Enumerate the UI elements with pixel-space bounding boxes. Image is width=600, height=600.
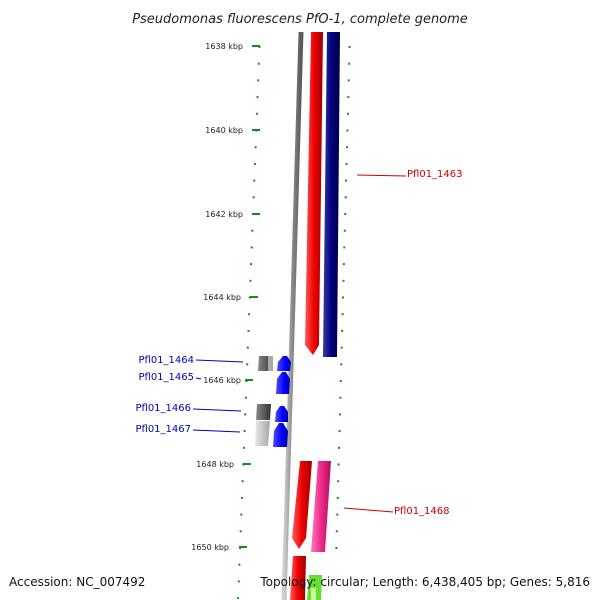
gene-label-pfl01-1465[interactable]: Pfl01_1465 bbox=[138, 372, 194, 383]
tick-dot-left bbox=[241, 480, 244, 483]
tick-dot-right bbox=[341, 329, 344, 332]
gene-label-group: Pfl01_1463 Pfl01_1464 Pfl01_1465 Pfl01_1… bbox=[135, 169, 462, 517]
tick-dot-right bbox=[344, 213, 347, 215]
gene-arrow-pfl01-1465 bbox=[276, 372, 290, 394]
tick-dot-right bbox=[336, 513, 339, 516]
tick-dot-left bbox=[243, 430, 246, 433]
leader-line-pfl01-1466 bbox=[192, 408, 242, 412]
tick-label: 1638 kbp bbox=[205, 42, 243, 51]
leader-line-pfl01-1465 bbox=[195, 377, 202, 380]
tick-dot-left bbox=[251, 229, 254, 232]
gene-arrow-bottom-forward bbox=[290, 556, 306, 600]
tick-dot-left bbox=[237, 597, 240, 600]
tick-label: 1644 kbp bbox=[203, 293, 241, 302]
leader-line-pfl01-1467 bbox=[192, 429, 241, 433]
tick-dot-right bbox=[347, 96, 350, 99]
tick-dot-right bbox=[342, 263, 345, 266]
feature-block-1467 bbox=[255, 421, 270, 446]
tick-dot-left bbox=[244, 396, 247, 399]
tick-dot-left bbox=[253, 162, 256, 165]
gene-arrow-bottom-lime-highlight bbox=[311, 588, 316, 600]
tick-label: 1640 kbp bbox=[205, 126, 243, 135]
gene-arrow-pfl01-1468-reverse bbox=[311, 461, 331, 552]
tick-dot-left bbox=[239, 530, 242, 533]
tick-dot-right bbox=[343, 246, 346, 249]
tick-dot-left bbox=[240, 513, 243, 516]
gene-label-pfl01-1464[interactable]: Pfl01_1464 bbox=[138, 355, 194, 366]
tick-dot-right bbox=[335, 530, 338, 533]
feature-block-1464-edge bbox=[268, 356, 273, 371]
tick-dot-right bbox=[336, 496, 339, 499]
tick-dot-right bbox=[335, 547, 338, 549]
gene-arrow-pfl01-1467 bbox=[273, 423, 288, 447]
tick-dot-left bbox=[242, 446, 245, 449]
tick-dot-right bbox=[342, 296, 344, 299]
tick-dot-left bbox=[252, 196, 255, 199]
tick-label: 1646 kbp bbox=[203, 376, 241, 385]
tick-dot-right bbox=[348, 46, 351, 48]
tick-dot-left bbox=[248, 313, 251, 316]
tick-dot-right bbox=[347, 79, 350, 82]
gene-arrow-pfl01-1466 bbox=[275, 406, 288, 422]
tick-dot-right bbox=[341, 313, 344, 316]
gene-label-pfl01-1467[interactable]: Pfl01_1467 bbox=[135, 424, 191, 435]
tick-dot-right bbox=[343, 229, 346, 232]
feature-block-1466 bbox=[256, 404, 271, 420]
tick-dot-right bbox=[337, 480, 340, 483]
gene-arrow-pfl01-1468-forward bbox=[292, 461, 312, 549]
tick-dot-right bbox=[338, 413, 341, 416]
tick-dot-right bbox=[346, 112, 349, 115]
tick-dot-left bbox=[257, 62, 260, 65]
tick-dot-right bbox=[345, 162, 348, 165]
tick-dot-left bbox=[250, 263, 252, 266]
tick-dot-right bbox=[338, 446, 340, 449]
gene-arrow-pfl01-1464 bbox=[277, 356, 291, 371]
leader-line-pfl01-1468 bbox=[343, 507, 394, 513]
tick-dot-right bbox=[346, 129, 349, 132]
tick-dot-left bbox=[246, 346, 249, 349]
genome-backbone bbox=[281, 31, 304, 600]
tick-label: 1650 kbp bbox=[191, 543, 229, 552]
tick-dot-right bbox=[346, 146, 348, 149]
tick-dot-left bbox=[241, 496, 243, 499]
tick-dot-left bbox=[238, 563, 241, 566]
gene-label-pfl01-1463[interactable]: Pfl01_1463 bbox=[407, 169, 463, 180]
tick-dot-left bbox=[256, 96, 259, 99]
genome-summary-text: Topology: circular; Length: 6,438,405 bp… bbox=[259, 575, 590, 589]
tick-dot-right bbox=[339, 380, 342, 382]
tick-dot-right bbox=[345, 179, 348, 182]
gene-label-pfl01-1466[interactable]: Pfl01_1466 bbox=[135, 403, 191, 414]
leader-line-pfl01-1464 bbox=[195, 359, 244, 363]
gene-arrow-pfl01-1463-reverse bbox=[323, 32, 340, 357]
map-title: Pseudomonas fluorescens PfO-1, complete … bbox=[132, 12, 468, 27]
tick-dot-right bbox=[337, 463, 340, 466]
tick-dot-left bbox=[255, 112, 258, 115]
tick-dot-left bbox=[249, 279, 252, 282]
gene-arrow-bottom-lime bbox=[307, 575, 322, 600]
tick-dot-left bbox=[257, 79, 260, 82]
accession-text: Accession: NC_007492 bbox=[9, 575, 145, 589]
tick-dot-right bbox=[348, 62, 351, 65]
tick-dot-left bbox=[244, 413, 247, 416]
gene-arrow-pfl01-1463-forward bbox=[305, 32, 323, 355]
tick-dot-left bbox=[248, 296, 251, 299]
tick-dot-left bbox=[253, 179, 256, 182]
tick-dot-left bbox=[254, 146, 257, 149]
tick-dot-left bbox=[246, 363, 249, 366]
tick-dot-right bbox=[342, 279, 345, 282]
leader-line-pfl01-1463 bbox=[356, 174, 407, 177]
tick-label-group: 1638 kbp 1640 kbp 1642 kbp 1644 kbp 1646… bbox=[191, 42, 260, 552]
tick-dot-left bbox=[237, 580, 240, 583]
tick-dot-right bbox=[340, 346, 343, 349]
tick-label: 1642 kbp bbox=[205, 210, 243, 219]
gene-label-pfl01-1468[interactable]: Pfl01_1468 bbox=[394, 506, 450, 517]
tick-dot-right bbox=[338, 430, 341, 433]
tick-dot-left bbox=[250, 246, 253, 249]
tick-dot-right bbox=[340, 363, 343, 366]
tick-dot-right bbox=[339, 396, 342, 399]
tick-label: 1648 kbp bbox=[196, 460, 234, 469]
tick-dot-left bbox=[247, 329, 250, 332]
tick-dot-right bbox=[344, 196, 347, 199]
